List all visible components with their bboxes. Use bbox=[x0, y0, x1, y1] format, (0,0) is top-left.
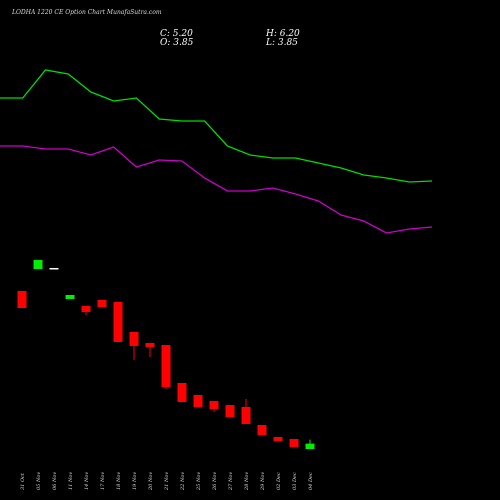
candle-body bbox=[225, 405, 235, 417]
candle-body bbox=[193, 395, 203, 407]
candle-body bbox=[241, 407, 251, 424]
x-tick-label: 20 Nov bbox=[148, 472, 154, 491]
ohlc-label: L: 3.85 bbox=[265, 38, 298, 48]
x-tick-label: 28 Nov bbox=[244, 472, 250, 491]
ohlc-label: C: 5.20 bbox=[160, 29, 193, 39]
x-tick-label: 29 Nov bbox=[260, 472, 266, 491]
candle-body bbox=[113, 302, 123, 342]
ohlc-label: H: 6.20 bbox=[265, 29, 300, 39]
x-tick-label: 02 Dec bbox=[276, 472, 282, 490]
x-tick-label: 31 Oct bbox=[20, 472, 26, 490]
candle-body bbox=[305, 443, 315, 449]
x-tick-label: 27 Nov bbox=[228, 472, 234, 491]
x-tick-label: 17 Nov bbox=[100, 472, 106, 490]
candle-body bbox=[17, 291, 27, 308]
x-tick-label: 04 Dec bbox=[308, 472, 314, 490]
x-tick-label: 21 Nov bbox=[164, 472, 170, 491]
x-tick-label: 25 Nov bbox=[196, 472, 202, 491]
candle-body bbox=[177, 383, 187, 402]
candle-body bbox=[33, 260, 43, 269]
ohlc-label: O: 3.85 bbox=[160, 38, 194, 48]
candle-body bbox=[65, 295, 75, 299]
indicator-line bbox=[0, 69, 433, 183]
x-tick-label: 26 Nov bbox=[212, 472, 218, 491]
candle-body bbox=[257, 425, 267, 435]
candle-body bbox=[209, 401, 219, 409]
chart-title: LODHA 1220 CE Option Chart MunafaSutra.c… bbox=[11, 9, 162, 16]
candle-body bbox=[273, 437, 283, 441]
indicator-line bbox=[0, 145, 433, 234]
candle-body bbox=[145, 343, 155, 347]
candle-body bbox=[129, 332, 139, 346]
x-tick-label: 19 Nov bbox=[132, 472, 138, 490]
candle-body bbox=[81, 306, 91, 312]
candle-body bbox=[97, 300, 107, 307]
x-tick-label: 18 Nov bbox=[116, 472, 122, 490]
x-tick-label: 05 Nov bbox=[36, 472, 42, 490]
x-tick-label: 22 Nov bbox=[180, 472, 186, 491]
x-tick-label: 06 Nov bbox=[52, 472, 58, 490]
x-tick-label: 11 Nov bbox=[68, 472, 74, 490]
candle-body bbox=[49, 268, 59, 270]
candle-body bbox=[161, 345, 171, 387]
candle-body bbox=[289, 439, 299, 447]
x-tick-label: 03 Dec bbox=[292, 472, 298, 490]
x-tick-label: 14 Nov bbox=[84, 472, 90, 490]
